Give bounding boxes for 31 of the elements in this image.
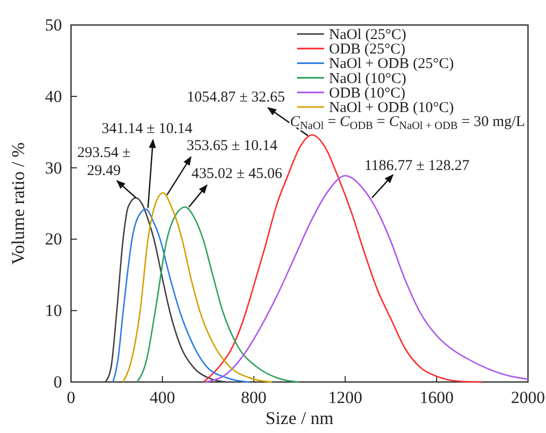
annotation: 353.65 ± 10.14 [186, 138, 278, 154]
x-tick-label: 400 [150, 388, 176, 408]
legend-label: NaOl (25°C) [329, 27, 406, 43]
y-tick-label: 0 [54, 372, 62, 392]
y-tick-label: 30 [45, 158, 62, 178]
x-tick-label: 1600 [420, 388, 454, 408]
x-axis-title: Size / nm [266, 408, 334, 428]
legend-label: NaOl (10°C) [329, 70, 406, 87]
annotation: 1054.87 ± 32.65 [186, 90, 286, 106]
text: C$_{NaOl}$ = C$_{ODB}$ = C$_{NaOl + ODB}$ = 30 mg/L [290, 114, 525, 132]
legend-label: NaOl + ODB (10°C) [329, 100, 454, 116]
x-tick-label: 800 [241, 388, 267, 408]
x-tick-label: 2000 [511, 388, 545, 408]
x-tick-label: 1200 [328, 388, 362, 408]
y-tick-label: 40 [45, 86, 62, 106]
annotation: 341.14 ± 10.14 [102, 120, 193, 137]
y-tick-label: 20 [45, 230, 62, 249]
line-series [104, 197, 228, 383]
y-tick-label: 10 [45, 301, 62, 320]
legend-label: NaOl + ODB (25°C) [329, 56, 454, 72]
legend-label: ODB (25°C) [329, 42, 406, 58]
x-tick-label: 0 [66, 388, 76, 408]
y-axis-title: Volume ratio / % [8, 142, 28, 265]
legend-label: ODB (10°C) [329, 85, 406, 102]
y-tick-label: 50 [45, 15, 62, 34]
line-series [136, 206, 300, 383]
annotation: 435.02 ± 45.06 [192, 166, 283, 182]
line-series [122, 192, 273, 383]
annotation: 1186.77 ± 128.27 [364, 158, 470, 174]
line-series [112, 208, 250, 383]
annotation: 293.54 ± 29.49 [77, 144, 131, 179]
